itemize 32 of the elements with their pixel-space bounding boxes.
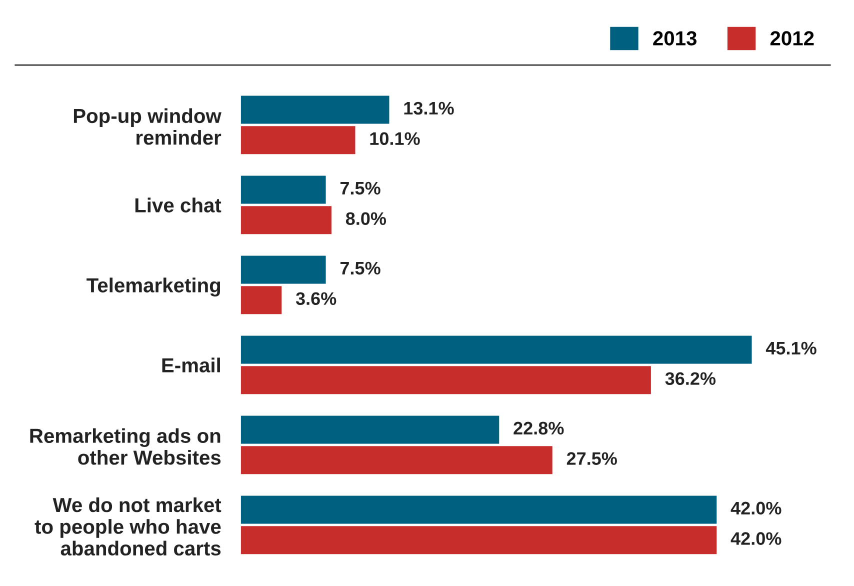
data-label: 8.0% bbox=[346, 212, 386, 225]
data-label: 27.5% bbox=[566, 452, 617, 465]
y-tick-label: Pop-up window reminder bbox=[74, 108, 222, 145]
data-label: 42.0% bbox=[730, 532, 782, 545]
legend-label: 2013 bbox=[653, 31, 697, 46]
data-label: 36.2% bbox=[665, 372, 716, 385]
data-label: 7.5% bbox=[340, 182, 380, 195]
y-tick-label: We do not market to people who have abandoned carts bbox=[34, 497, 222, 556]
bar bbox=[240, 446, 552, 474]
data-label: 3.6% bbox=[296, 292, 336, 306]
bar bbox=[240, 496, 717, 524]
data-label: 10.1% bbox=[370, 132, 420, 146]
data-label: 45.1% bbox=[766, 342, 816, 355]
data-label: 13.1% bbox=[404, 102, 454, 115]
bar bbox=[240, 366, 651, 394]
bar bbox=[240, 206, 332, 234]
bar bbox=[240, 256, 326, 284]
data-label: 22.8% bbox=[514, 422, 564, 435]
y-tick-label: Remarketing ads on other Websites bbox=[30, 428, 221, 465]
bar bbox=[240, 416, 500, 444]
bar bbox=[240, 176, 326, 204]
bar bbox=[240, 96, 390, 124]
legend-label: 2012 bbox=[770, 31, 814, 46]
y-tick-label: Live chat bbox=[135, 198, 222, 212]
data-label: 42.0% bbox=[730, 502, 782, 515]
bar bbox=[240, 126, 356, 154]
bar bbox=[240, 286, 282, 314]
y-tick-label: Telemarketing bbox=[86, 278, 220, 297]
bar bbox=[240, 526, 717, 554]
data-label: 7.5% bbox=[340, 262, 380, 275]
y-tick-label: E-mail bbox=[162, 358, 220, 372]
bar bbox=[240, 336, 752, 364]
